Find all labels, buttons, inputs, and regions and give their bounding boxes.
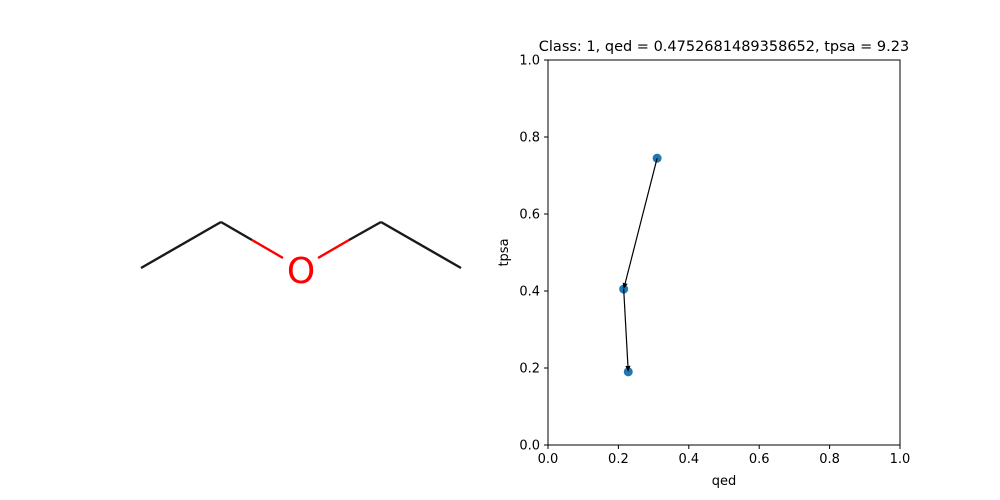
bond-c2-o-oxygen-half bbox=[251, 238, 284, 260]
bond-o-c3-carbon-half bbox=[348, 220, 382, 242]
scatter-chart: Class: 1, qed = 0.4752681489358652, tpsa… bbox=[497, 39, 910, 489]
molecule-drawing: O bbox=[140, 220, 462, 292]
x-axis-ticks: 0.0 0.2 0.4 0.6 0.8 1.0 bbox=[538, 445, 911, 467]
x-tick-label: 0.0 bbox=[538, 452, 559, 467]
x-tick-label: 0.4 bbox=[678, 452, 699, 467]
x-tick-label: 0.6 bbox=[749, 452, 770, 467]
chart-marks bbox=[619, 153, 662, 377]
bond-c2-o-carbon-half bbox=[220, 220, 253, 242]
y-tick-label: 0.4 bbox=[519, 285, 540, 300]
y-tick-label: 0.8 bbox=[519, 131, 540, 146]
bond-o-c3-oxygen-half bbox=[317, 238, 350, 260]
x-tick-label: 1.0 bbox=[890, 452, 911, 467]
y-axis-ticks: 0.0 0.2 0.4 0.6 0.8 1.0 bbox=[519, 54, 548, 454]
y-tick-label: 0.0 bbox=[519, 439, 540, 454]
arrow-shaft bbox=[623, 289, 629, 366]
x-tick-label: 0.2 bbox=[608, 452, 629, 467]
plot-frame bbox=[547, 59, 901, 446]
y-axis-label: tpsa bbox=[497, 238, 512, 266]
arrow-head bbox=[625, 365, 631, 372]
bond-c3-c4 bbox=[380, 220, 462, 270]
x-axis-label: qed bbox=[712, 474, 737, 489]
oxygen-atom-label: O bbox=[287, 251, 315, 292]
arrow-shaft bbox=[624, 158, 658, 284]
y-tick-label: 0.6 bbox=[519, 208, 540, 223]
chart-title: Class: 1, qed = 0.4752681489358652, tpsa… bbox=[539, 39, 909, 55]
bond-c1-c2 bbox=[140, 220, 222, 270]
y-tick-label: 1.0 bbox=[519, 54, 540, 69]
x-tick-label: 0.8 bbox=[819, 452, 840, 467]
arrow-head bbox=[622, 282, 628, 290]
y-tick-label: 0.2 bbox=[519, 362, 540, 377]
